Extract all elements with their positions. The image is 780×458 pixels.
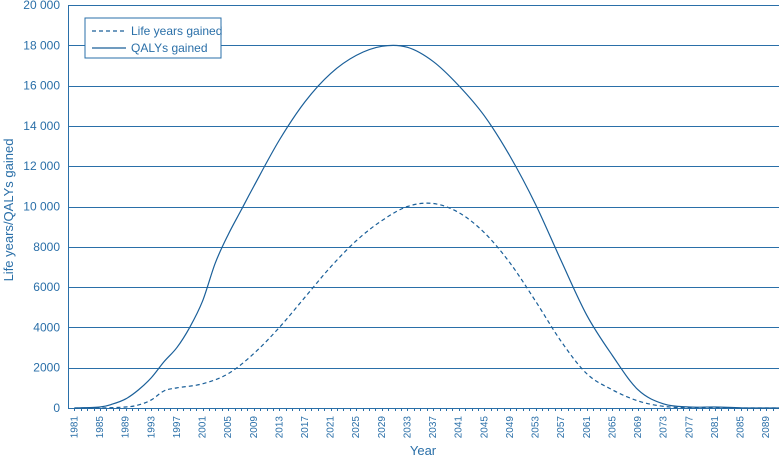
y-tick-label: 14 000 xyxy=(23,119,60,133)
x-tick-label: 2021 xyxy=(326,416,337,439)
y-tick-label: 16 000 xyxy=(23,79,60,93)
series-line-life-years xyxy=(74,202,779,409)
legend-box xyxy=(84,17,222,59)
gridlines xyxy=(68,5,779,369)
x-tick-label: 1989 xyxy=(121,416,132,439)
x-tick-label: 1985 xyxy=(95,416,106,439)
x-tick-label: 2057 xyxy=(556,416,567,439)
legend: Life years gained QALYs gained xyxy=(84,17,222,59)
y-tick-label: 2000 xyxy=(33,361,60,375)
y-tick-label: 4000 xyxy=(33,320,60,334)
x-axis-label: Year xyxy=(410,443,437,458)
x-tick-label: 1981 xyxy=(69,416,80,439)
x-tick-label: 2061 xyxy=(582,416,593,439)
y-tick-label: 20 000 xyxy=(23,0,60,12)
x-tick-label: 2045 xyxy=(479,416,490,439)
x-tick-label: 2081 xyxy=(710,416,721,439)
x-tick-labels: 1981 1985 1989 1993 1997 2001 2005 2009 2013 2017… xyxy=(69,416,772,439)
series-line-qalys xyxy=(74,44,779,409)
y-tick-label: 0 xyxy=(53,401,60,415)
y-tick-label: 8000 xyxy=(33,240,60,254)
x-tick-label: 2025 xyxy=(351,416,362,439)
x-tick-label: 2017 xyxy=(300,416,311,439)
y-tick-label: 18 000 xyxy=(23,38,60,52)
x-tick-label: 2005 xyxy=(223,416,234,439)
x-tick-label: 2065 xyxy=(607,416,618,439)
x-tick-label: 2013 xyxy=(274,416,285,439)
x-tick-label: 1997 xyxy=(172,416,183,439)
legend-label-life-years: Life years gained xyxy=(131,24,222,38)
x-tick-label: 2077 xyxy=(684,416,695,439)
x-tick-label: 2041 xyxy=(454,416,465,439)
x-tick-label: 1993 xyxy=(146,416,157,439)
x-tick-label: 2089 xyxy=(761,416,772,439)
series-lines xyxy=(74,44,779,409)
x-tick-label: 2053 xyxy=(531,416,542,439)
x-tick-label: 2029 xyxy=(377,416,388,439)
x-tick-label: 2073 xyxy=(659,416,670,439)
y-axis-label: Life years/QALYs gained xyxy=(1,139,16,282)
y-tick-label: 6000 xyxy=(33,280,60,294)
legend-label-qalys: QALYs gained xyxy=(131,41,208,55)
y-tick-labels: 0 2000 4000 6000 8000 10 000 12 000 14 000 16 00… xyxy=(23,0,60,415)
y-tick-label: 12 000 xyxy=(23,159,60,173)
x-tick-label: 2049 xyxy=(505,416,516,439)
x-tick-label: 2085 xyxy=(736,416,747,439)
x-tick-label: 2001 xyxy=(198,416,209,439)
x-tick-label: 2033 xyxy=(402,416,413,439)
x-tick-label: 2069 xyxy=(633,416,644,439)
x-tick-label: 2037 xyxy=(428,416,439,439)
x-tick-label: 2009 xyxy=(249,416,260,439)
y-tick-label: 10 000 xyxy=(23,200,60,214)
